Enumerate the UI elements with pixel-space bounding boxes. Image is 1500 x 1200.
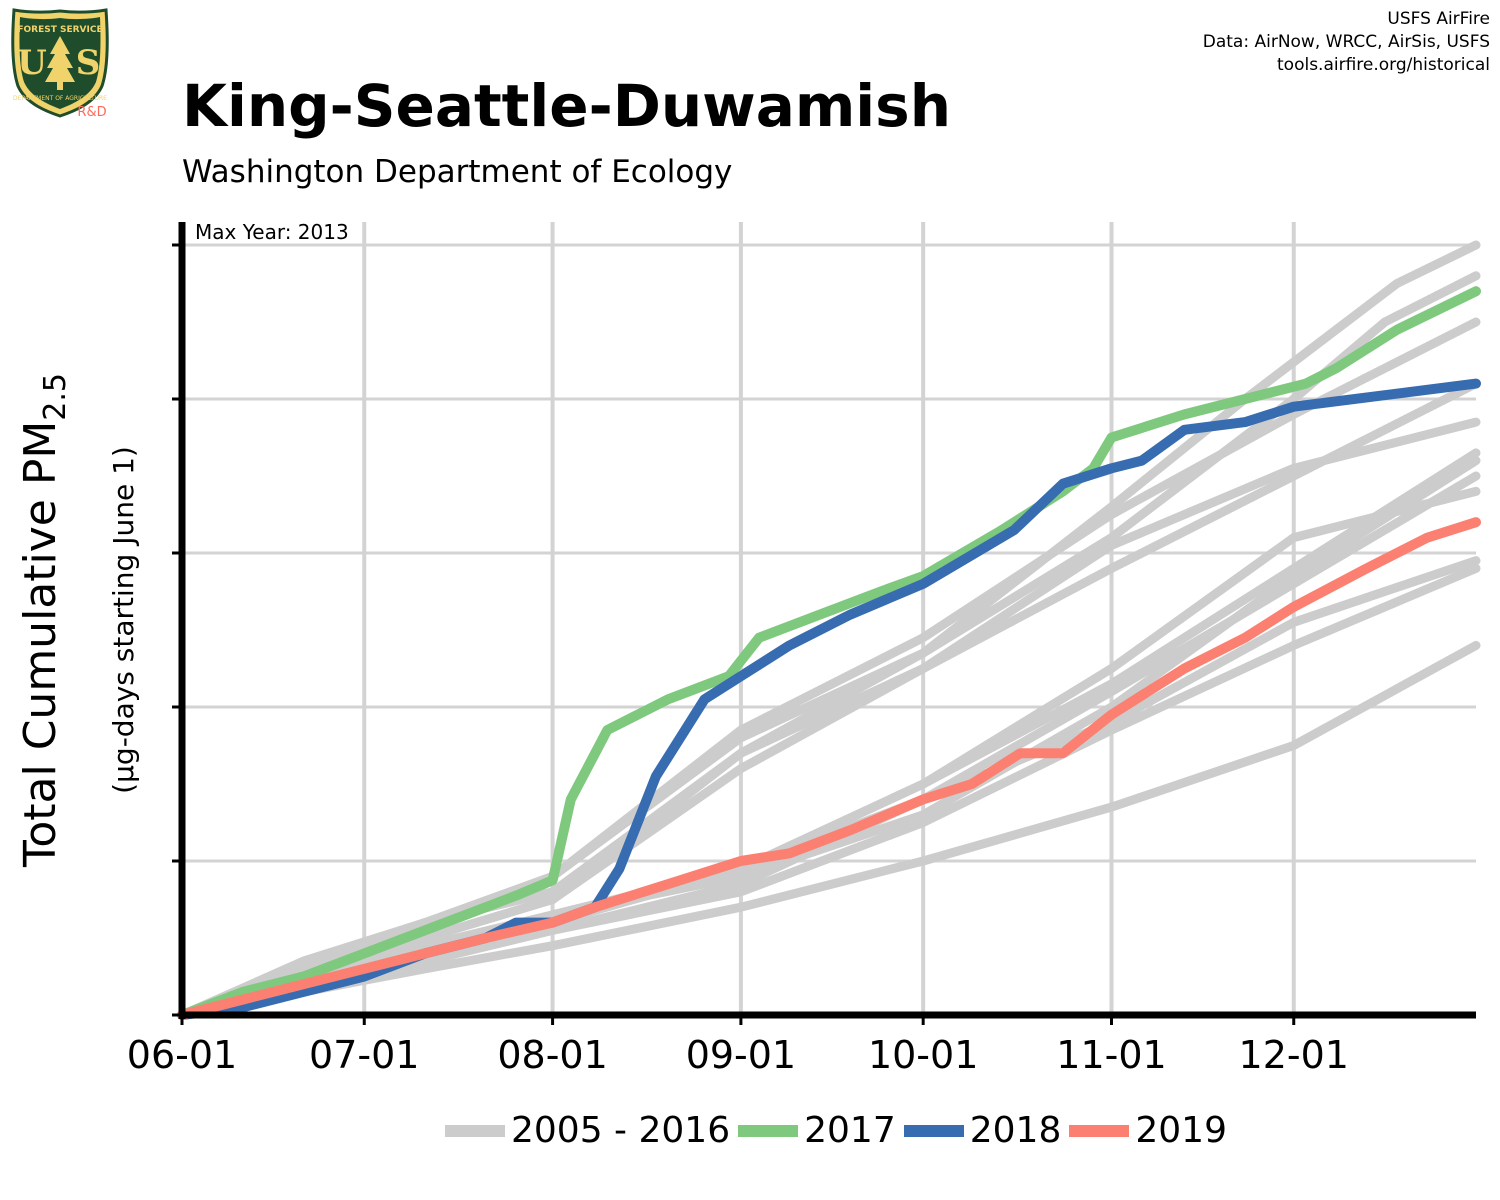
historical-line	[177, 317, 1481, 1020]
historical-line	[177, 448, 1481, 1020]
credit-line: tools.airfire.org/historical	[1277, 55, 1490, 75]
logo-letter-u: U	[17, 43, 47, 83]
credits: USFS AirFire Data: AirNow, WRCC, AirSis,…	[1203, 8, 1490, 77]
x-tick-label: 07-01	[309, 1033, 419, 1077]
legend-swatch	[738, 1124, 799, 1137]
legend-item: 2005 - 2016	[445, 1110, 730, 1151]
axes: 06-01 07-01 08-01 09-01 10-01 11-01 12-01	[127, 222, 1476, 1077]
legend-label: 2017	[804, 1110, 896, 1151]
legend-label: 2018	[969, 1110, 1062, 1151]
y-axis-title: Total Cumulative PM	[15, 421, 66, 868]
legend-swatch	[445, 1124, 505, 1137]
legend-item: 2018	[903, 1110, 1062, 1151]
tree-icon	[45, 36, 75, 82]
series-line-2019	[177, 517, 1481, 1020]
credit-line: USFS AirFire	[1387, 9, 1490, 29]
legend-swatch	[1069, 1124, 1130, 1137]
legend-item: 2017	[738, 1110, 896, 1151]
legend-label: 2005 - 2016	[511, 1110, 731, 1151]
highlight-series	[177, 286, 1481, 1020]
legend-swatch	[903, 1124, 964, 1137]
x-tick-label: 12-01	[1239, 1033, 1349, 1077]
credit-line: Data: AirNow, WRCC, AirSis, USFS	[1202, 32, 1490, 52]
logo-text-bottom: DEPARTMENT OF AGRICULTURE	[13, 95, 107, 102]
x-tick-label: 10-01	[868, 1033, 978, 1077]
x-tick-label: 09-01	[686, 1033, 796, 1077]
usfs-shield-logo: FOREST SERVICE U S DEPARTMENT OF AGRICUL…	[11, 8, 109, 118]
y-axis-title-subscript: 2.5	[38, 373, 73, 421]
y-axis-label: Total Cumulative PM2.5	[15, 373, 73, 868]
chart-subtitle: Washington Department of Ecology	[182, 154, 733, 190]
historical-line	[177, 417, 1481, 1020]
x-tick-label: 06-01	[127, 1033, 237, 1077]
svg-text:Total Cumulative PM2.5: Total Cumulative PM2.5	[15, 373, 73, 868]
legend: 2005 - 2016 2017 2018 2019	[0, 1110, 1500, 1160]
y-axis-units: (µg-days starting June 1)	[107, 446, 140, 794]
logo-text-top: FOREST SERVICE	[17, 25, 102, 35]
chart-title: King-Seattle-Duwamish	[182, 72, 951, 140]
legend-item: 2019	[1069, 1110, 1227, 1151]
logo-rd: R&D	[77, 105, 106, 118]
x-tick-label: 11-01	[1056, 1033, 1166, 1077]
series-line-2017	[177, 286, 1481, 1020]
x-tick-label: 08-01	[497, 1033, 607, 1077]
max-year-annotation: Max Year: 2013	[195, 220, 349, 244]
legend-label: 2019	[1135, 1110, 1227, 1151]
logo-letter-s: S	[76, 43, 101, 83]
